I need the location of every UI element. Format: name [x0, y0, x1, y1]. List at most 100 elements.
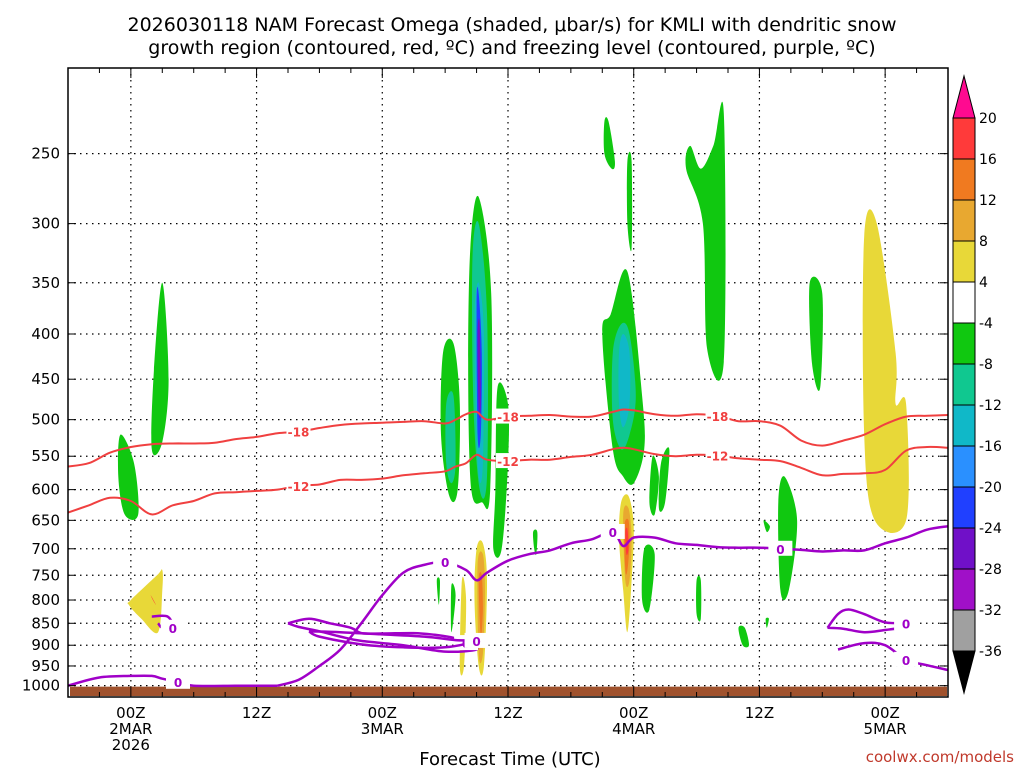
colorbar-segment — [952, 527, 976, 570]
omega-region--8 — [685, 101, 726, 381]
pressure-tick-label: 500 — [31, 411, 60, 429]
time-tick-label: 3MAR — [361, 720, 404, 738]
time-tick-label: 12Z — [493, 704, 522, 722]
contour-label-0: 0 — [902, 617, 910, 631]
contour-label-0: 0 — [609, 526, 617, 540]
colorbar-segment — [952, 281, 976, 324]
pressure-tick-label: 600 — [31, 481, 60, 499]
contour-label-bg — [705, 447, 730, 463]
contour-label--18: -18 — [288, 426, 310, 440]
omega-region--8 — [649, 455, 659, 516]
colorbar-label: 8 — [979, 234, 988, 250]
pressure-tick-label: 750 — [31, 566, 60, 584]
chart-title-line-1: 2026030118 NAM Forecast Omega (shaded, μ… — [128, 14, 897, 36]
time-tick-label: 12Z — [242, 704, 271, 722]
omega-region--8 — [641, 544, 655, 613]
contour-label-bg — [705, 407, 730, 423]
time-tick-label: 12Z — [745, 704, 774, 722]
colorbar-label: 4 — [979, 275, 988, 291]
omega-region--8 — [436, 577, 440, 605]
contour-line-0 — [277, 524, 948, 687]
pressure-axis: 250 300 350 400 450 500 550 600 650 700 750 800 850 9… — [22, 145, 948, 695]
contour-label-bg — [286, 477, 311, 493]
contour-label-0: 0 — [776, 543, 784, 557]
colorbar-segment — [952, 404, 976, 447]
colorbar-segment — [952, 363, 976, 406]
contour-label-0: 0 — [472, 635, 480, 649]
time-tick-label: 4MAR — [612, 720, 655, 738]
dendritic-growth-contours: -18 -18 -18 -12 -12 -12 — [68, 407, 948, 516]
colorbar-segment — [952, 240, 976, 283]
pressure-tick-label: 900 — [31, 636, 60, 654]
pressure-tick-label: 250 — [31, 145, 60, 163]
omega-region--28 — [477, 318, 481, 419]
contour-label-bg — [433, 554, 458, 570]
omega-region--8 — [778, 476, 798, 601]
credit-text: coolwx.com/models — [866, 748, 1014, 766]
omega-region-4 — [862, 209, 909, 534]
time-tick-label: 00Z — [870, 704, 899, 722]
omega-region--8 — [603, 117, 615, 170]
omega-region--8 — [493, 382, 510, 558]
colorbar-label: -32 — [979, 603, 1002, 619]
colorbar-segment — [952, 568, 976, 611]
pressure-tick-label: 350 — [31, 274, 60, 292]
omega-region-20 — [625, 527, 629, 556]
colorbar-label: 16 — [979, 152, 997, 168]
contour-label-0: 0 — [174, 676, 182, 690]
pressure-tick-label: 950 — [31, 657, 60, 675]
contour-label-bg — [496, 408, 520, 424]
omega-region--8 — [658, 447, 670, 512]
contour-label-bg — [496, 453, 520, 469]
omega-region-20 — [150, 595, 157, 605]
time-tick-label: 5MAR — [864, 720, 907, 738]
colorbar-legend: 20 16 12 8 4 -4 -8 -12 -16 -20 -24 -28 -32 -36 — [952, 74, 1002, 695]
contour-label-bg — [464, 632, 489, 648]
pressure-tick-label: 550 — [31, 447, 60, 465]
omega-region--8 — [763, 520, 770, 533]
colorbar-bottom-arrow — [952, 650, 976, 695]
omega-region--8 — [809, 276, 823, 391]
chart-title-line-2: growth region (contoured, red, ºC) and f… — [148, 37, 875, 59]
colorbar-segment — [952, 322, 976, 365]
omega-region--8 — [151, 282, 169, 456]
contour-label-bg — [160, 619, 185, 635]
omega-region--12 — [445, 391, 456, 484]
contour-label-0: 0 — [169, 622, 177, 636]
colorbar-label: -24 — [979, 521, 1002, 537]
colorbar-label: -20 — [979, 480, 1002, 496]
colorbar-label: 12 — [979, 193, 997, 209]
time-tick-label: 2026 — [112, 736, 150, 754]
colorbar-segment — [952, 609, 976, 652]
colorbar-label: 20 — [979, 111, 997, 127]
time-tick-label: 00Z — [116, 704, 145, 722]
pressure-tick-label: 700 — [31, 540, 60, 558]
contour-label-bg — [768, 540, 793, 556]
x-axis-label: Forecast Time (UTC) — [419, 749, 600, 768]
contour-label--18: -18 — [707, 410, 729, 424]
pressure-tick-label: 650 — [31, 511, 60, 529]
omega-region--8 — [532, 529, 538, 556]
colorbar-segment — [952, 199, 976, 242]
omega-region--8 — [450, 583, 456, 633]
contour-label--12: -12 — [497, 455, 519, 469]
contour-label-bg — [894, 615, 919, 631]
omega-region--8 — [626, 151, 633, 252]
colorbar-label: -4 — [979, 316, 993, 332]
contour-label--18: -18 — [497, 411, 519, 425]
omega-region--8 — [765, 617, 769, 628]
colorbar-segment — [952, 158, 976, 201]
pressure-tick-label: 1000 — [22, 677, 60, 695]
omega-region--8 — [696, 575, 702, 622]
colorbar-segment — [952, 445, 976, 488]
omega-region-4 — [127, 569, 163, 634]
omega-region-12 — [478, 571, 483, 638]
colorbar-label: -8 — [979, 357, 993, 373]
omega-shading — [117, 101, 909, 676]
contour-label-bg — [286, 423, 311, 439]
pressure-tick-label: 850 — [31, 614, 60, 632]
time-tick-label: 2MAR — [109, 720, 152, 738]
pressure-tick-label: 800 — [31, 591, 60, 609]
